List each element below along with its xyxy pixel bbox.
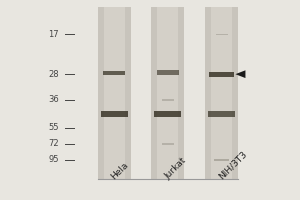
- Bar: [216, 34, 228, 35]
- Bar: [162, 143, 174, 145]
- Bar: [178, 7, 184, 179]
- Bar: [98, 7, 104, 179]
- Text: 55: 55: [48, 123, 59, 132]
- Text: 28: 28: [48, 70, 59, 79]
- Text: Hela: Hela: [109, 161, 130, 181]
- Bar: [232, 7, 238, 179]
- Bar: [162, 99, 174, 101]
- Text: 72: 72: [48, 139, 59, 148]
- Text: Jurkat: Jurkat: [163, 156, 188, 181]
- Bar: [209, 72, 234, 77]
- Bar: [205, 7, 238, 179]
- Bar: [152, 7, 184, 179]
- Text: 36: 36: [48, 95, 59, 104]
- Bar: [157, 70, 179, 75]
- Bar: [103, 71, 125, 75]
- Bar: [214, 159, 229, 161]
- Bar: [125, 7, 130, 179]
- Text: 17: 17: [48, 30, 59, 39]
- Bar: [152, 7, 158, 179]
- Polygon shape: [236, 70, 245, 78]
- Bar: [101, 111, 128, 117]
- Bar: [208, 111, 235, 117]
- Bar: [98, 7, 130, 179]
- Bar: [205, 7, 211, 179]
- Text: NIH/3T3: NIH/3T3: [217, 150, 249, 181]
- Bar: [154, 111, 182, 117]
- Text: 95: 95: [48, 155, 59, 164]
